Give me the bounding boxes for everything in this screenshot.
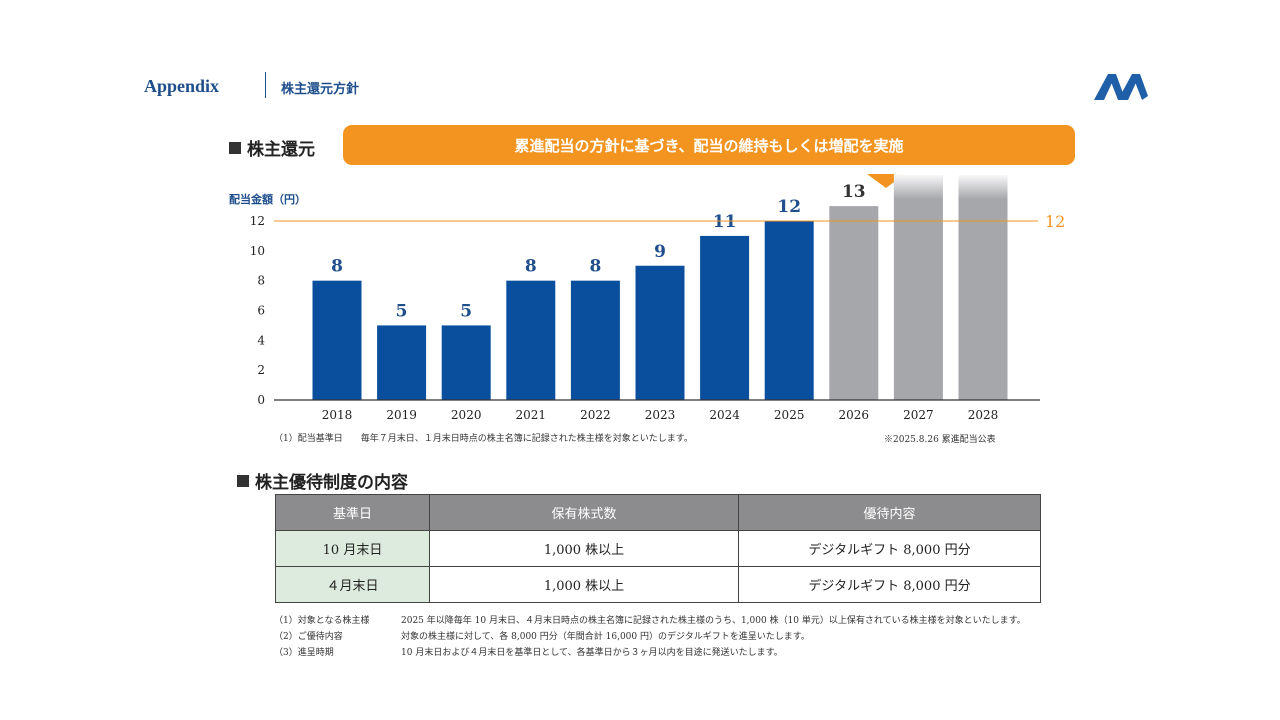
y-tick-label: 12 [250,214,265,228]
x-tick-label: 2025 [774,408,805,422]
header-benefit: 優待内容 [738,494,1041,531]
x-tick-label: 2019 [386,408,417,422]
benefit-section-title: 株主優待制度の内容 [237,468,408,493]
x-tick-label: 2022 [580,408,611,422]
cell-shares-held: 1,000 株以上 [429,530,739,567]
y-tick-label: 10 [250,244,265,258]
header-record-date: 基準日 [275,494,430,531]
y-tick-label: 8 [257,274,265,288]
footnote-2: （2）ご優待内容 対象の株主様に対して、各 8,000 円分（年間合計 16,0… [274,629,810,642]
section-square-icon [229,141,241,154]
y-tick-label: 4 [257,333,265,347]
benefit-table: 基準日 保有株式数 優待内容 10 月末日 1,000 株以上 デジタルギフト … [275,494,1041,603]
y-tick-label: 2 [257,363,265,377]
bar-2023 [635,265,685,400]
value-label-2025: 12 [777,197,801,217]
x-tick-label: 2021 [516,408,547,422]
cell-record-date: ４月末日 [275,566,430,603]
value-label-2020: 5 [460,301,472,321]
y-axis-label: 配当金額（円） [229,192,306,206]
y-tick-label: 0 [257,393,265,407]
bar-fade-2028 [958,173,1008,199]
value-label-2018: 8 [331,257,343,277]
value-label-2026: 13 [842,182,866,202]
benefit-section-title-text: 株主優待制度の内容 [255,473,408,493]
y-tick-label: 6 [257,304,265,318]
x-tick-label: 2018 [322,408,353,422]
bar-2027 [893,175,943,400]
chart-note-record-date: （1）配当基準日 毎年７月末日、１月末日時点の株主名簿に記録された株主様を対象と… [274,434,693,444]
bar-2021 [506,280,556,400]
bar-2022 [570,280,620,400]
bar-2024 [700,235,750,400]
policy-banner: 累進配当の方針に基づき、配当の維持もしくは増配を実施 [343,125,1075,165]
x-tick-label: 2026 [839,408,870,422]
company-logo-icon [1094,74,1148,100]
appendix-label: Appendix [144,76,220,96]
footnote-3: （3）進呈時期 10 月末日および４月末日を基準日として、各基準日から３ヶ月以内… [274,645,783,658]
footnote-text: 対象の株主様に対して、各 8,000 円分（年間合計 16,000 円）のデジタ… [401,632,810,642]
bar-2019 [377,325,427,400]
section-square-icon [237,474,249,487]
footnote-key: （2）ご優待内容 [274,632,343,642]
footnote-text: 10 月末日および４月末日を基準日として、各基準日から３ヶ月以内を目途に発送いた… [401,648,783,658]
x-tick-label: 2023 [645,408,676,422]
bar-2026 [829,206,879,400]
bar-2018 [312,280,362,400]
x-tick-label: 2028 [968,408,999,422]
value-label-2021: 8 [525,257,537,277]
cell-shares-held: 1,000 株以上 [429,566,739,603]
bar-2028 [958,175,1008,400]
header-divider [265,72,266,98]
value-label-2022: 8 [589,257,601,277]
table-row: 10 月末日 1,000 株以上 デジタルギフト 8,000 円分 [275,530,1041,567]
footnote-text: 2025 年以降毎年 10 月末日、４月末日時点の株主名簿に記録された株主様のう… [401,616,1026,626]
dividend-section-title: 株主還元 [229,135,315,160]
header-subtitle: 株主還元方針 [281,82,360,97]
cell-record-date: 10 月末日 [275,530,430,567]
header-shares-held: 保有株式数 [429,494,739,531]
table-row: ４月末日 1,000 株以上 デジタルギフト 8,000 円分 [275,566,1041,603]
cell-benefit: デジタルギフト 8,000 円分 [738,530,1041,567]
x-tick-label: 2020 [451,408,482,422]
x-tick-label: 2024 [709,408,740,422]
bar-2020 [441,325,491,400]
reference-line-label: 12 [1045,212,1065,231]
table-header-row: 基準日 保有株式数 優待内容 [275,494,1041,531]
cell-benefit: デジタルギフト 8,000 円分 [738,566,1041,603]
value-label-2023: 9 [654,242,666,262]
footnote-key: （1）対象となる株主様 [274,616,370,626]
value-label-2024: 11 [713,212,737,232]
bar-2025 [764,221,814,400]
dividend-section-title-text: 株主還元 [247,140,315,160]
value-label-2019: 5 [396,301,408,321]
bar-fade-2027 [893,173,943,199]
x-tick-label: 2027 [903,408,934,422]
footnote-1: （1）対象となる株主様 2025 年以降毎年 10 月末日、４月末日時点の株主名… [274,613,1026,626]
chart-note-announcement: ※2025.8.26 累進配当公表 [884,435,996,445]
footnote-key: （3）進呈時期 [274,648,334,658]
